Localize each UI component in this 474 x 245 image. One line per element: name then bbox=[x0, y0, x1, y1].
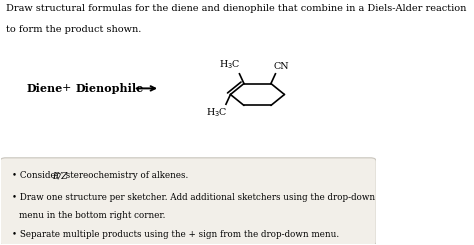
Text: • Separate multiple products using the + sign from the drop-down menu.: • Separate multiple products using the +… bbox=[12, 230, 339, 239]
Text: stereochemistry of alkenes.: stereochemistry of alkenes. bbox=[63, 171, 188, 180]
Text: menu in the bottom right corner.: menu in the bottom right corner. bbox=[19, 211, 166, 220]
Text: +: + bbox=[62, 83, 71, 93]
Text: Diene: Diene bbox=[27, 83, 63, 94]
Text: • Consider: • Consider bbox=[12, 171, 63, 180]
Text: CN: CN bbox=[274, 62, 290, 71]
Text: H$_3$C: H$_3$C bbox=[219, 59, 241, 71]
Text: • Draw one structure per sketcher. Add additional sketchers using the drop-down: • Draw one structure per sketcher. Add a… bbox=[12, 193, 375, 202]
Text: Draw structural formulas for the diene and dienophile that combine in a Diels-Al: Draw structural formulas for the diene a… bbox=[6, 4, 466, 13]
Text: to form the product shown.: to form the product shown. bbox=[6, 25, 141, 34]
FancyBboxPatch shape bbox=[0, 158, 376, 245]
Text: H$_3$C: H$_3$C bbox=[206, 107, 228, 119]
Text: E/Z: E/Z bbox=[53, 171, 68, 180]
Text: Dienophile: Dienophile bbox=[76, 83, 144, 94]
